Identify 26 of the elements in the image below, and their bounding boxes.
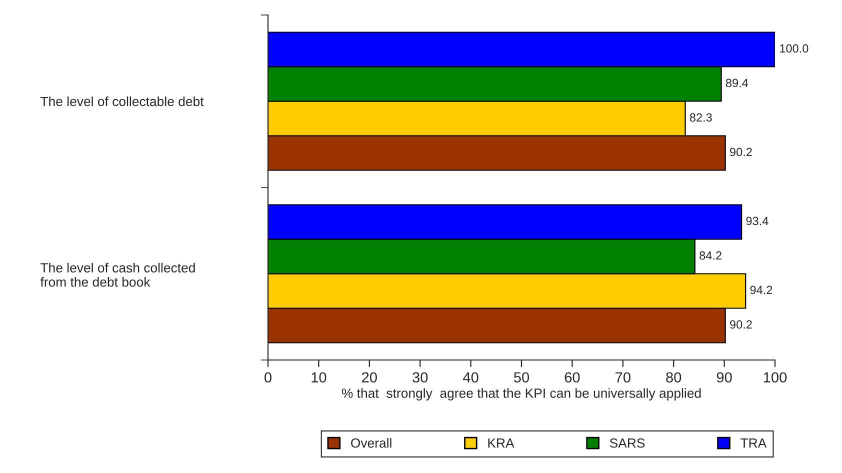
legend-label: KRA <box>488 438 514 448</box>
x-tick-label: 80 <box>666 372 682 383</box>
x-tick-label: 100 <box>764 372 787 383</box>
y-tick-label: The level of cash collected from the debt book <box>40 262 195 287</box>
data-label: 90.2 <box>730 320 752 329</box>
data-label: 89.4 <box>726 78 748 88</box>
x-tick-label: 70 <box>616 372 630 383</box>
legend-label: SARS <box>610 438 645 448</box>
x-tick-label: 30 <box>412 372 428 383</box>
data-label: 93.4 <box>746 216 768 226</box>
x-tick-label: 40 <box>463 372 478 383</box>
x-axis-title: % that strongly agree that the KPI can be universally applied <box>342 388 701 400</box>
x-tick-label: 60 <box>564 372 580 383</box>
data-label: 90.2 <box>730 148 752 156</box>
x-tick-label: 50 <box>514 372 530 383</box>
legend-label: Overall <box>351 438 392 448</box>
data-label: 82.3 <box>690 113 712 122</box>
legend-label: TRA <box>740 438 767 448</box>
data-label: 100.0 <box>780 44 808 53</box>
x-tick-label: 10 <box>312 372 326 383</box>
x-tick-label: 90 <box>716 372 732 383</box>
x-tick-label: 0 <box>264 372 272 383</box>
y-tick-label: The level of collectable debt <box>40 96 204 106</box>
data-label: 94.2 <box>750 286 772 294</box>
data-label: 84.2 <box>700 251 722 260</box>
x-tick-label: 20 <box>362 372 377 383</box>
